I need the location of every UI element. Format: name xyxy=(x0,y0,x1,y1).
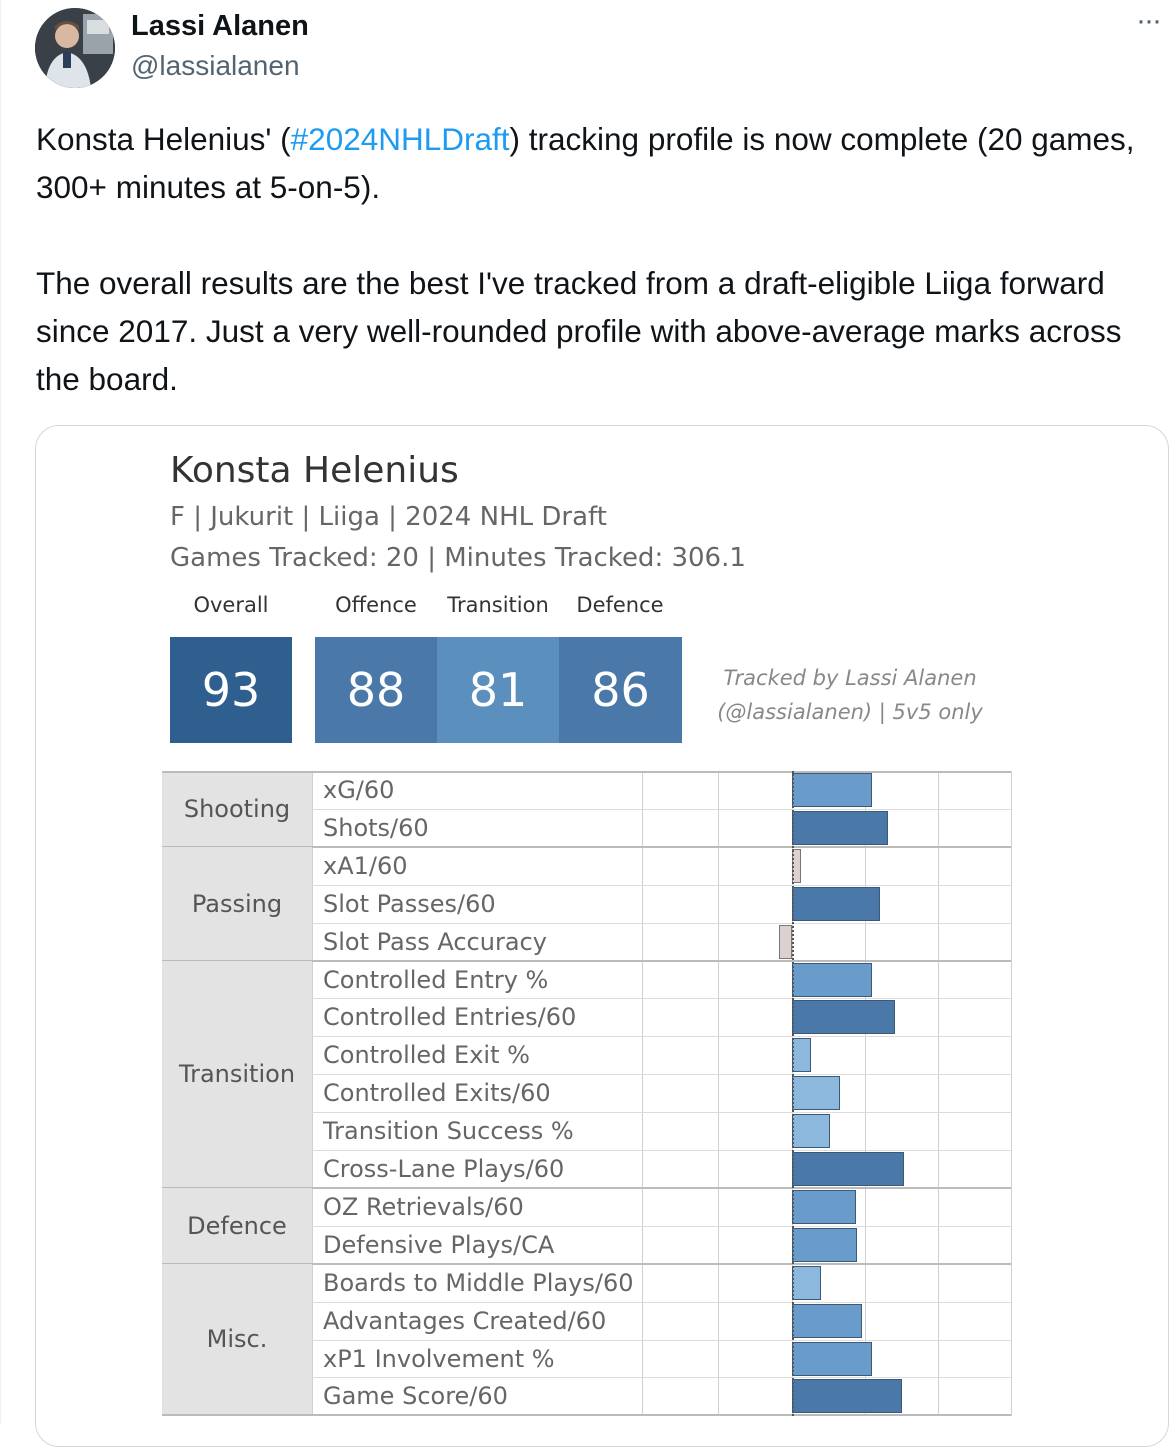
grid-line-vertical xyxy=(865,771,866,1416)
grid-line-horizontal xyxy=(312,1112,1011,1114)
score-label-transition: Transition xyxy=(447,593,549,617)
grid-line-horizontal xyxy=(312,922,1011,924)
metric-label: OZ Retrievals/60 xyxy=(323,1192,524,1221)
score-label-offence: Offence xyxy=(335,593,417,617)
category-transition: Transition xyxy=(162,960,312,1188)
metric-label: Boards to Middle Plays/60 xyxy=(323,1268,634,1297)
grid-line-horizontal xyxy=(312,884,1011,886)
author-name[interactable]: Lassi Alanen xyxy=(131,10,309,42)
player-name: Konsta Helenius xyxy=(170,450,459,491)
group-separator xyxy=(162,1414,1011,1417)
score-box-offence: 88 xyxy=(315,637,437,743)
metrics-table: Shooting xG/60 Shots/60 Passing xA1/60 Slot P… xyxy=(162,771,1012,1417)
metric-bar xyxy=(792,1114,830,1149)
grid-line-vertical xyxy=(1011,771,1012,1416)
tweet-paragraph-1: Konsta Helenius' (#2024NHLDraft) trackin… xyxy=(36,115,1161,211)
group-separator xyxy=(162,1262,1011,1265)
metric-bar xyxy=(792,1379,903,1414)
author-handle[interactable]: @lassialanen xyxy=(131,50,300,81)
grid-line-horizontal xyxy=(312,1225,1011,1227)
score-label-defence: Defence xyxy=(576,593,664,617)
metric-label: xA1/60 xyxy=(323,851,408,880)
tracking-credit: Tracked by Lassi Alanen (@lassialanen) |… xyxy=(710,661,990,729)
group-separator xyxy=(162,771,1011,773)
metric-bar xyxy=(792,962,872,997)
metric-bar xyxy=(792,1152,904,1186)
credit-line-2: (@lassialanen) | 5v5 only xyxy=(717,700,983,724)
metric-label: Controlled Entries/60 xyxy=(323,1003,577,1032)
metric-bar xyxy=(792,1303,862,1338)
zero-reference-line xyxy=(792,771,794,1416)
metric-label: xG/60 xyxy=(323,776,395,804)
grid-line-horizontal xyxy=(312,1339,1011,1341)
tweet-paragraph-2: The overall results are the best I've tr… xyxy=(36,265,1122,397)
metric-label: Controlled Entry % xyxy=(323,965,549,994)
metric-label: Cross-Lane Plays/60 xyxy=(323,1155,565,1183)
media-image[interactable]: Konsta Helenius F | Jukurit | Liiga | 20… xyxy=(35,425,1169,1447)
grid-line-vertical xyxy=(718,771,719,1416)
credit-line-1: Tracked by Lassi Alanen xyxy=(723,666,977,690)
metric-bar xyxy=(792,886,881,921)
grid-line-vertical xyxy=(642,771,643,1416)
hashtag-link[interactable]: #2024NHLDraft xyxy=(290,121,510,157)
metric-label: Game Score/60 xyxy=(323,1382,508,1411)
category-shooting: Shooting xyxy=(162,771,312,847)
metric-bar xyxy=(792,1265,821,1300)
metric-bar xyxy=(792,773,872,807)
metric-label: Slot Pass Accuracy xyxy=(323,927,547,956)
grid-line-horizontal xyxy=(312,1150,1011,1151)
metric-label: xP1 Involvement % xyxy=(323,1344,555,1373)
score-box-transition: 81 xyxy=(437,637,559,743)
avatar[interactable] xyxy=(35,8,115,88)
tracked-summary: Games Tracked: 20 | Minutes Tracked: 306… xyxy=(170,543,746,573)
more-options-button[interactable]: ··· xyxy=(1128,6,1168,46)
grid-line-horizontal xyxy=(312,1036,1011,1038)
score-box-overall: 93 xyxy=(170,637,292,743)
player-meta: F | Jukurit | Liiga | 2024 NHL Draft xyxy=(170,502,607,532)
metric-label: Defensive Plays/CA xyxy=(323,1230,555,1259)
tweet-text: Konsta Helenius' (#2024NHLDraft) trackin… xyxy=(36,115,1161,403)
metric-bar xyxy=(792,810,888,845)
tracking-profile-viz: Konsta Helenius F | Jukurit | Liiga | 20… xyxy=(36,426,1168,1446)
category-defence: Defence xyxy=(162,1187,312,1264)
metric-bar xyxy=(792,1000,895,1035)
group-separator xyxy=(162,959,1011,962)
grid-line-vertical xyxy=(938,771,939,1416)
metric-bar xyxy=(792,1341,872,1376)
category-passing: Passing xyxy=(162,846,312,961)
metric-bar xyxy=(792,1227,858,1262)
metric-label: Advantages Created/60 xyxy=(323,1306,607,1335)
metric-bar xyxy=(792,1189,856,1224)
tweet-text-segment: Konsta Helenius' ( xyxy=(36,121,291,157)
score-label-overall: Overall xyxy=(193,593,269,617)
tweet-text-segment: ) tracking profile is now complete (20 g… xyxy=(36,121,1135,205)
grid-line-vertical xyxy=(312,771,313,1416)
score-box-defence: 86 xyxy=(559,637,682,743)
group-separator xyxy=(162,845,1011,848)
grid-line-horizontal xyxy=(312,1377,1011,1379)
group-separator xyxy=(162,1186,1011,1189)
metric-bar xyxy=(792,1076,840,1111)
metric-label: Slot Passes/60 xyxy=(323,889,496,918)
grid-line-horizontal xyxy=(312,1301,1011,1303)
metric-bar xyxy=(792,1038,811,1073)
grid-line-horizontal xyxy=(312,808,1011,810)
profile-photo-icon xyxy=(35,8,115,88)
metric-label: Shots/60 xyxy=(323,813,429,842)
grid-line-horizontal xyxy=(312,1074,1011,1076)
grid-line-horizontal xyxy=(312,998,1011,1000)
metric-label: Controlled Exit % xyxy=(323,1041,530,1070)
timeline-border xyxy=(0,0,1,1424)
metric-label: Controlled Exits/60 xyxy=(323,1079,551,1108)
category-misc: Misc. xyxy=(162,1263,312,1416)
more-options-icon: ··· xyxy=(1136,4,1162,37)
metric-bar xyxy=(778,924,792,959)
metric-label: Transition Success % xyxy=(323,1117,574,1146)
